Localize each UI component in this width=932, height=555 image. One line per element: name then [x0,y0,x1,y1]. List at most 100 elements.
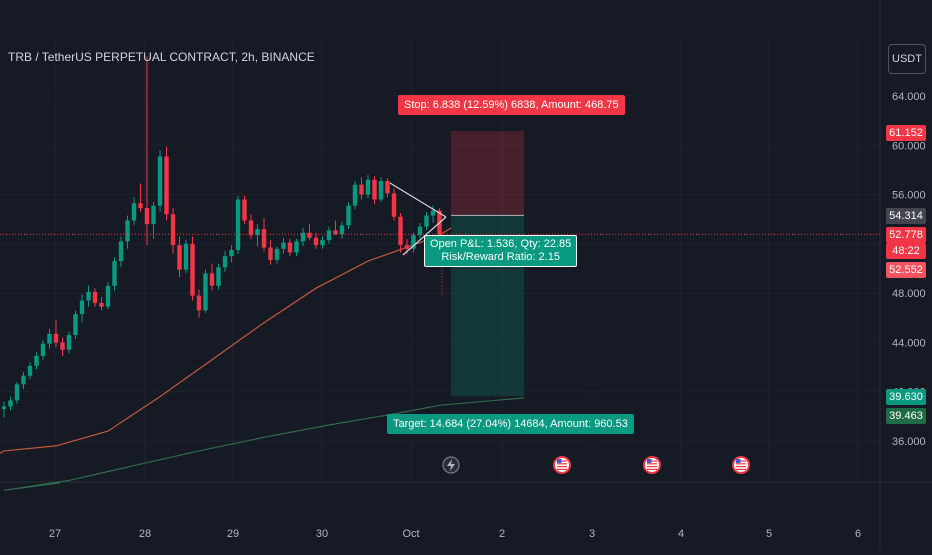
stop-label[interactable]: Stop: 6.838 (12.59%) 6838, Amount: 468.7… [398,95,625,115]
flag-canton [736,459,741,463]
candle [34,352,39,370]
symbol-title[interactable]: TRB / TetherUS PERPETUAL CONTRACT, 2h, B… [8,50,315,64]
candle [86,285,91,307]
price-tick-label: 64.000 [892,91,926,103]
risk-reward-text: Risk/Reward Ratio: 2.15 [441,251,560,263]
flag-circle [732,456,750,474]
candle-body [47,333,52,344]
candle-body [346,205,351,226]
candle [307,224,312,241]
entry-price-badge: 54.314 [886,208,926,224]
candle [170,208,176,254]
candle-body [144,208,150,225]
flag-circle [553,456,571,474]
candle [333,220,338,236]
target-price-badge: 39.630 [886,389,926,405]
candle-body [372,179,377,200]
candle-body [385,181,390,194]
candle [144,56,150,246]
candle-body [151,205,156,225]
candle [27,362,33,380]
candle [53,320,59,348]
candle [203,269,208,313]
candle-body [294,241,299,253]
current-price-badge: 52.778 [886,227,926,243]
candle-body [60,342,65,350]
us-flag-event-icon[interactable] [643,456,661,474]
split-event-icon[interactable] [442,456,460,474]
candle [47,328,52,349]
candle-body [287,242,293,253]
candle [281,237,286,254]
candle [73,310,78,339]
candle [196,289,202,318]
candle-body [73,314,78,336]
candle-body [255,229,260,236]
candle-body [190,243,195,296]
candle [118,236,124,268]
candle [105,282,111,310]
ma-fast-line [0,227,452,454]
candle-body [417,226,423,236]
candles [1,56,442,418]
time-tick-label: 4 [678,528,684,540]
candle [417,222,423,239]
candle [294,238,299,257]
time-tick-label: 2 [499,528,505,540]
candle-body [222,256,228,268]
candle-body [40,343,46,356]
stop-price-badge: 61.152 [886,125,926,141]
candle [112,257,117,291]
time-tick-label: 28 [139,528,151,540]
currency-unit-button[interactable]: USDT [888,44,926,74]
candle [274,246,280,264]
candle-body [359,184,364,195]
time-tick-label: 3 [589,528,595,540]
price-tick-label: 44.000 [892,337,926,349]
price-tick-label: 60.000 [892,140,926,152]
candle-body [365,179,371,195]
bolt-icon [447,459,455,471]
candle-body [183,243,189,270]
candle-body [235,199,241,251]
flag-circle [643,456,661,474]
time-tick-label: 5 [766,528,772,540]
candle-body [326,230,332,241]
candle [14,381,20,405]
candle-body [125,220,130,242]
candle [164,146,169,221]
candle-body [118,241,124,262]
stop-zone [451,131,524,216]
time-tick-label: 6 [855,528,861,540]
candle [268,240,273,265]
candle-body [398,216,403,246]
candle-body [261,229,267,248]
us-flag-event-icon[interactable] [553,456,571,474]
candle-body [307,232,312,238]
candle [320,236,325,249]
ma-slow-badge: 39.463 [886,408,926,424]
candle-body [430,210,436,216]
candle [190,236,195,301]
candle-body [138,203,143,209]
candle-body [352,184,358,206]
candle-body [333,230,338,234]
target-label[interactable]: Target: 14.684 (27.04%) 14684, Amount: 9… [387,414,634,434]
candle [216,263,221,290]
candle [60,337,65,356]
event-markers [442,456,750,474]
us-flag-event-icon[interactable] [732,456,750,474]
candle-body [248,220,254,236]
candle [287,238,293,257]
candle-countdown-badge: 48:22 [886,243,926,259]
candle-body [105,285,111,307]
price-tick-label: 36.000 [892,436,926,448]
candle-body [229,250,234,257]
candle-body [170,214,176,246]
candle-body [313,237,319,246]
candle-body [424,215,429,227]
candle [66,331,72,354]
pnl-label[interactable]: Open P&L: 1.536, Qty: 22.85 Risk/Reward … [424,235,578,267]
